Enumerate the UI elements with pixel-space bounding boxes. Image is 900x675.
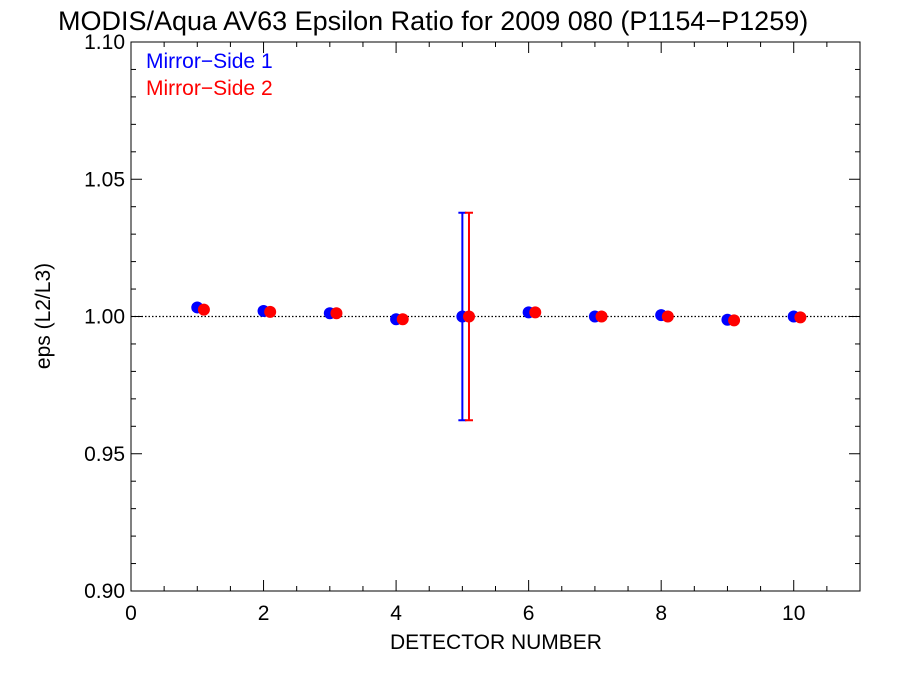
data-point-series-2 xyxy=(595,310,608,323)
x-tick-label: 0 xyxy=(125,602,137,625)
y-tick-label: 1.00 xyxy=(84,306,125,329)
x-tick-label: 2 xyxy=(258,602,270,625)
x-axis-label: DETECTOR NUMBER xyxy=(390,631,602,654)
legend-entry-mirror-side-1: Mirror−Side 1 xyxy=(146,50,273,73)
legend-entry-mirror-side-2: Mirror−Side 2 xyxy=(146,77,273,100)
ticks-layer: 0 2 4 6 8 10 0.90 0.95 1.00 1.05 1.10 xyxy=(84,31,860,625)
chart-title: MODIS/Aqua AV63 Epsilon Ratio for 2009 0… xyxy=(58,6,808,36)
x-tick-label: 8 xyxy=(655,602,667,625)
x-tick-label: 4 xyxy=(390,602,402,625)
data-point-series-2 xyxy=(197,303,210,316)
data-point-series-2 xyxy=(462,310,475,323)
data-point-series-2 xyxy=(661,310,674,323)
data-point-series-2 xyxy=(396,313,409,326)
data-point-series-2 xyxy=(330,307,343,320)
data-point-series-2 xyxy=(794,311,807,324)
y-tick-label: 1.05 xyxy=(84,168,125,191)
marks-layer xyxy=(191,211,807,422)
x-tick-label: 6 xyxy=(523,602,535,625)
y-tick-label: 0.90 xyxy=(84,580,125,603)
data-point-series-2 xyxy=(264,305,277,318)
y-axis-label: eps (L2/L3) xyxy=(32,263,55,369)
x-tick-label: 10 xyxy=(782,602,805,625)
data-point-series-2 xyxy=(529,306,542,319)
y-tick-label: 0.95 xyxy=(84,443,125,466)
data-point-series-2 xyxy=(728,314,741,327)
y-tick-label: 1.10 xyxy=(84,31,125,54)
